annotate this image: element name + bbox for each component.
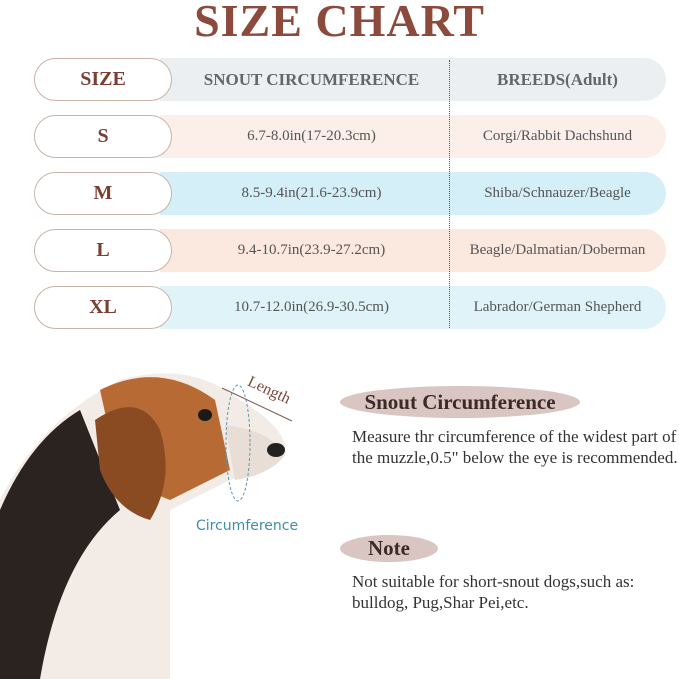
snout-text: Measure thr circumference of the widest … — [352, 427, 678, 467]
header-band — [160, 58, 666, 101]
note-text: Not suitable for short-snout dogs,such a… — [352, 572, 635, 612]
snout-cell: 8.5-9.4in(21.6-23.9cm) — [241, 185, 382, 201]
dog-ear — [95, 407, 166, 520]
column-divider — [449, 60, 450, 328]
breeds-cell: Corgi/Rabbit Dachshund — [482, 128, 633, 144]
circumference-ring — [225, 384, 251, 502]
size-cell: XL — [34, 286, 172, 329]
table-row: XL 10.7-12.0in(26.9-30.5cm) Labrador/Ger… — [34, 286, 666, 329]
table-row: L 9.4-10.7in(23.9-27.2cm) Beagle/Dalmati… — [34, 229, 666, 272]
size-cell: S — [34, 115, 172, 158]
circumference-label: Circumference — [196, 518, 298, 534]
row-band — [160, 172, 666, 215]
snout-cell: 10.7-12.0in(26.9-30.5cm) — [234, 299, 389, 315]
snout-cell: 9.4-10.7in(23.9-27.2cm) — [237, 242, 386, 258]
snout-heading: Snout Circumference — [340, 386, 580, 418]
table-row: S 6.7-8.0in(17-20.3cm) Corgi/Rabbit Dach… — [34, 115, 666, 158]
row-band — [160, 115, 666, 158]
breeds-header: BREEDS(Adult) — [497, 69, 618, 89]
size-header: SIZE — [34, 58, 172, 101]
size-cell: M — [34, 172, 172, 215]
page-title: SIZE CHART — [194, 0, 485, 46]
breeds-cell: Beagle/Dalmatian/Doberman — [469, 242, 646, 258]
note-heading: Note — [340, 535, 438, 562]
size-cell: L — [34, 229, 172, 272]
length-line — [221, 387, 293, 422]
breeds-cell: Labrador/German Shepherd — [473, 299, 642, 315]
row-band — [160, 286, 666, 329]
table-row: M 8.5-9.4in(21.6-23.9cm) Shiba/Schnauzer… — [34, 172, 666, 215]
row-band — [160, 229, 666, 272]
snout-header: SNOUT CIRCUMFERENCE — [203, 69, 420, 89]
snout-cell: 6.7-8.0in(17-20.3cm) — [247, 128, 376, 144]
breeds-cell: Shiba/Schnauzer/Beagle — [484, 185, 631, 201]
dog-eye — [198, 409, 212, 421]
table-header: SIZE SNOUT CIRCUMFERENCE BREEDS(Adult) — [34, 58, 666, 101]
dog-illustration: Length Circumference — [0, 373, 298, 679]
dog-nose — [267, 443, 285, 457]
